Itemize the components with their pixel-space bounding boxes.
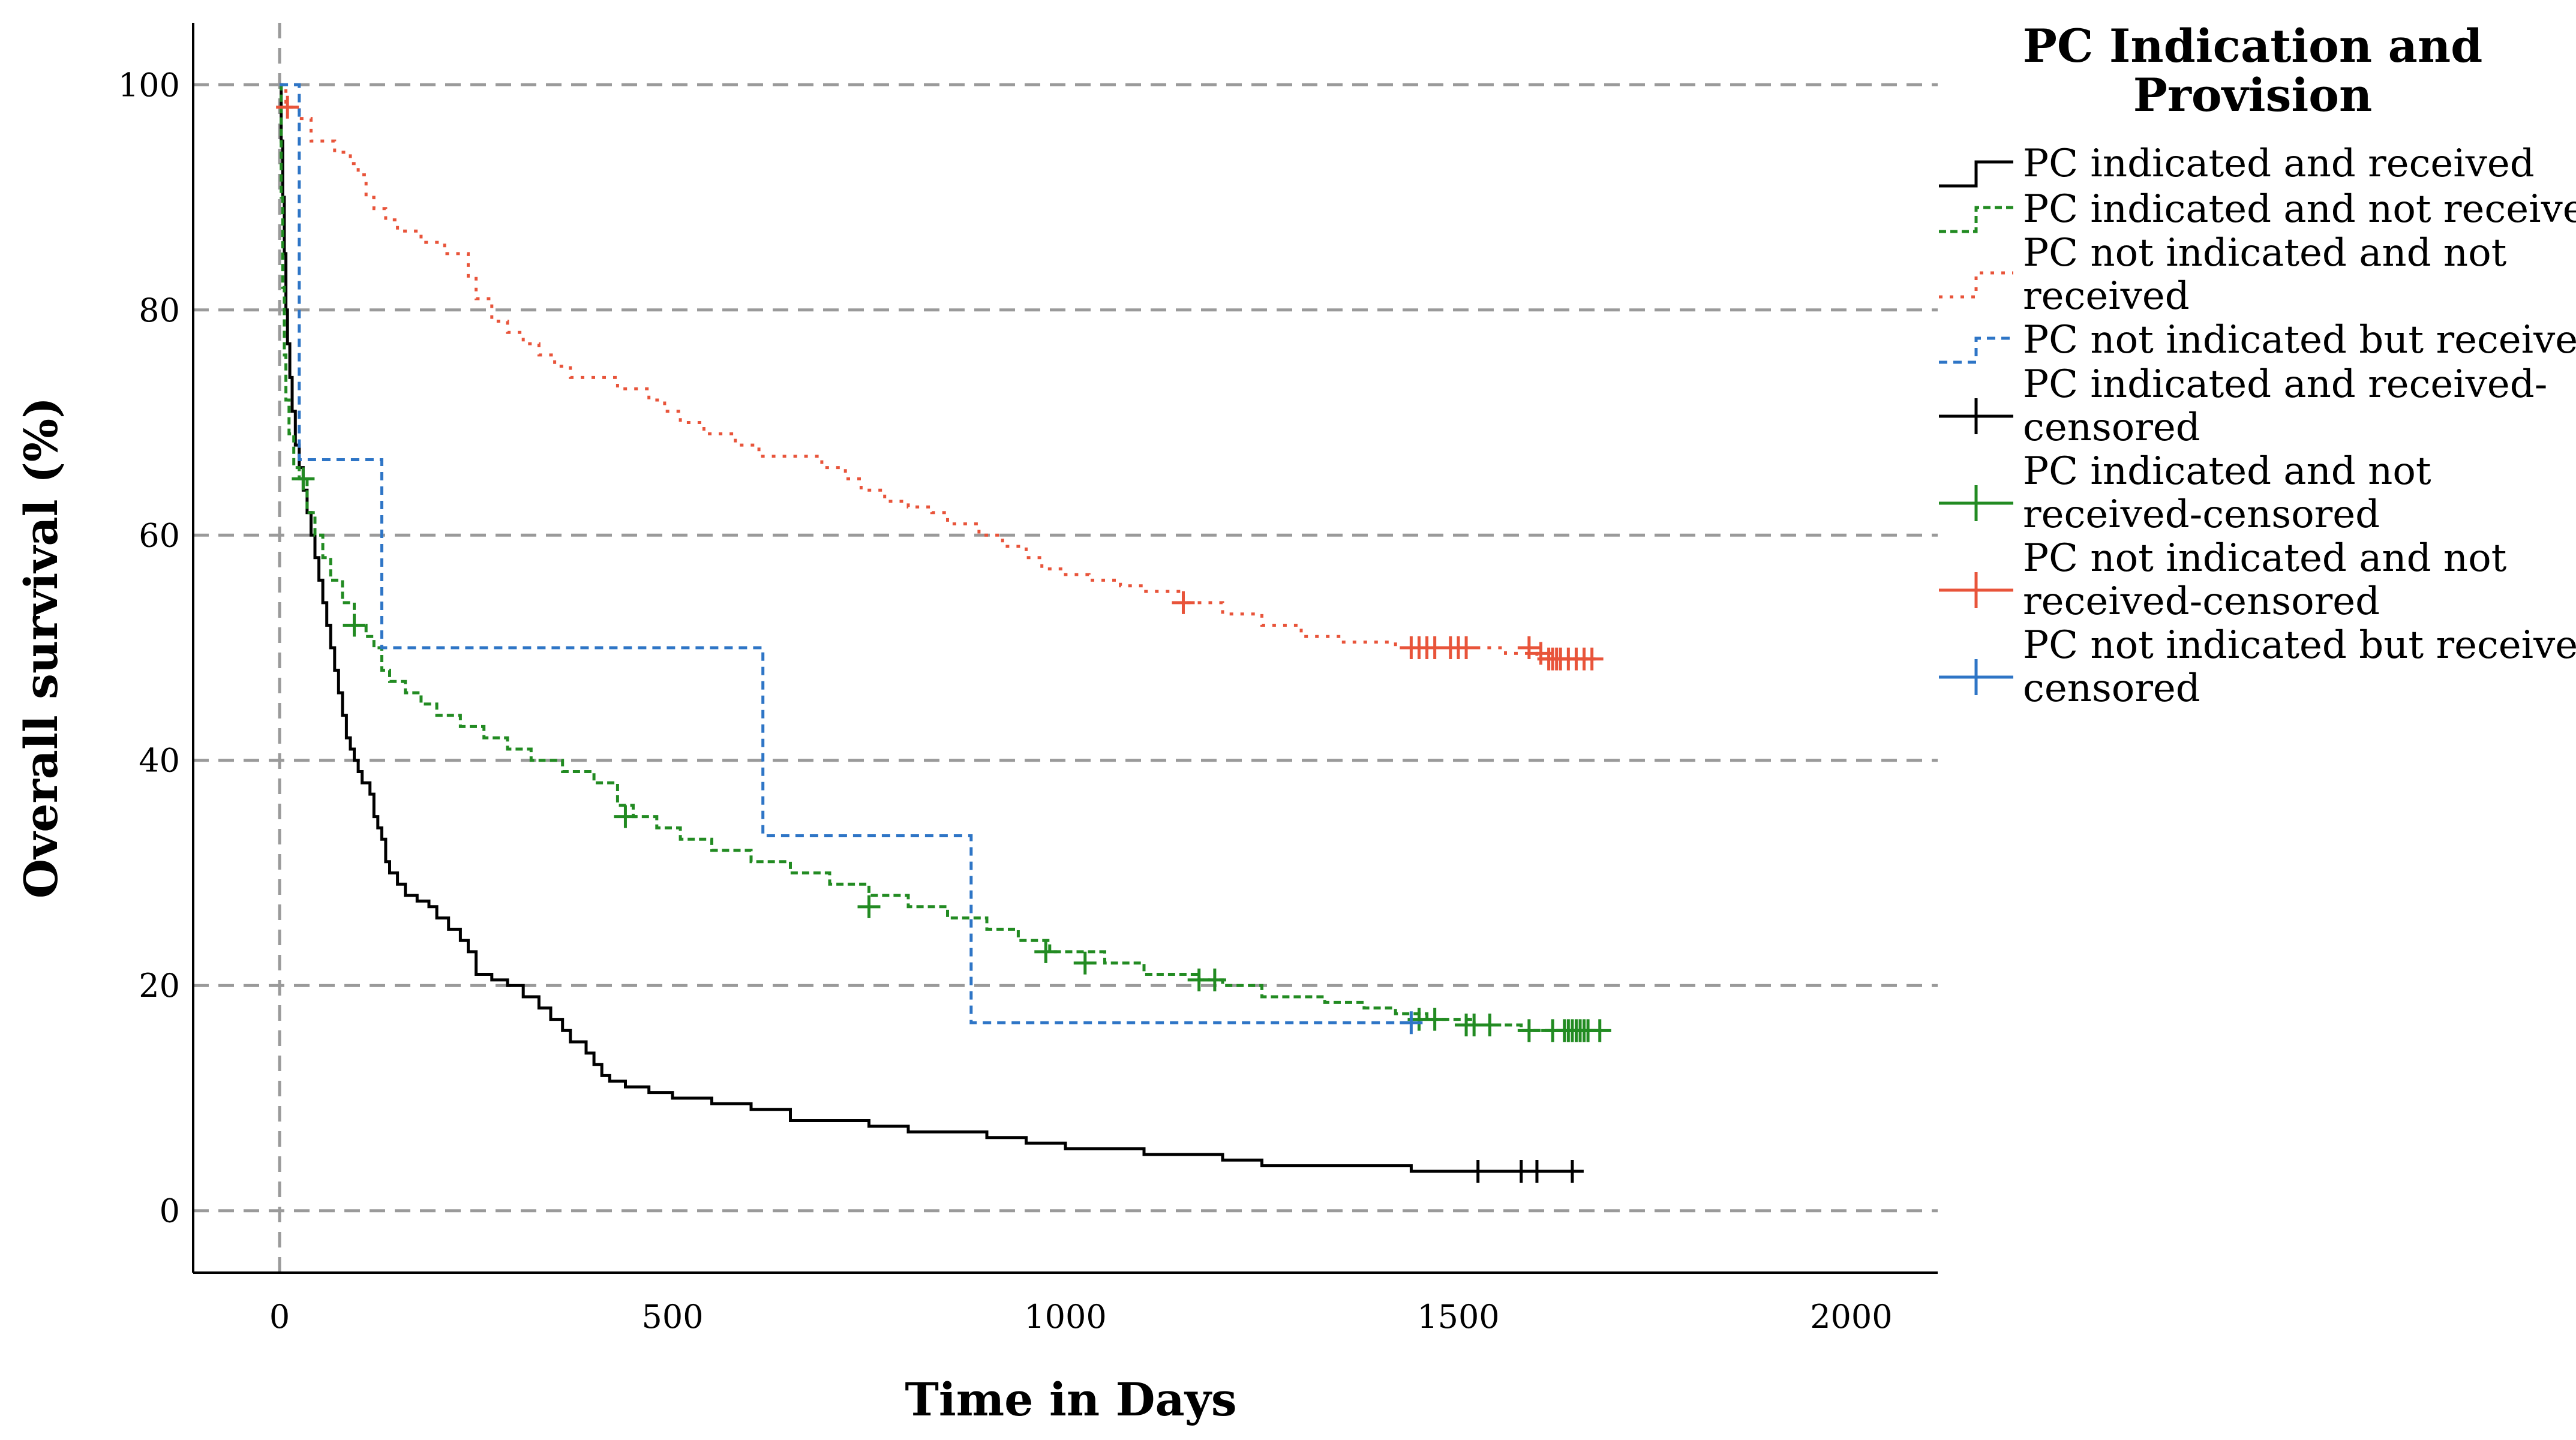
legend-swatch-line	[1939, 206, 2013, 233]
legend-entry-label: received	[2023, 274, 2190, 318]
x-tick-label: 2000	[1810, 1298, 1892, 1336]
x-tick-label: 1500	[1417, 1298, 1499, 1336]
censor-mark-3	[276, 95, 299, 119]
legend-swatch-censor	[1939, 659, 2013, 695]
censor-mark-1	[1560, 1160, 1584, 1183]
x-tick-label: 1000	[1024, 1298, 1106, 1336]
legend-swatch-censor	[1939, 485, 2013, 521]
x-tick-label: 500	[642, 1298, 704, 1336]
censor-mark-2	[614, 805, 637, 828]
censor-mark-2	[343, 614, 366, 637]
legend-entry-label: PC not indicated but received	[2023, 318, 2576, 362]
censor-mark-2	[1073, 951, 1097, 975]
axes	[192, 23, 1938, 1274]
legend-entry-label: censored	[2023, 405, 2200, 450]
y-tick-label: 80	[139, 291, 180, 329]
legend-entry-label: PC indicated and received-	[2023, 362, 2547, 407]
x-axis-title: Time in Days	[905, 1373, 1236, 1426]
survival-curve-2	[280, 83, 1600, 1032]
legend-swatch-line	[1939, 336, 2013, 364]
legend-swatch-line	[1939, 271, 2013, 299]
censor-mark-2	[292, 467, 315, 491]
legend-entry-label: PC indicated and received	[2023, 142, 2535, 186]
y-tick-label: 40	[139, 742, 180, 780]
legend-entry-label: received-censored	[2023, 579, 2380, 624]
y-tick-label: 20	[139, 967, 180, 1005]
legend-entry-label: censored	[2023, 666, 2200, 711]
survival-curves	[280, 83, 1600, 1173]
legend-entry-label: PC not indicated and not	[2023, 231, 2507, 275]
censor-mark-2	[1034, 940, 1058, 963]
censor-mark-2	[1423, 1008, 1446, 1031]
y-tick-label: 0	[160, 1192, 180, 1230]
censor-mark-2	[1203, 968, 1226, 991]
grid-lines	[193, 23, 1938, 1273]
censor-mark-3	[1172, 591, 1195, 614]
x-tick-label: 0	[269, 1298, 290, 1336]
censor-mark-2	[1478, 1013, 1502, 1036]
censor-mark-3	[1455, 636, 1478, 659]
censor-mark-2	[857, 895, 881, 918]
survival-curve-3	[280, 83, 1592, 661]
censor-mark-4	[1400, 1011, 1423, 1035]
legend-title: PC Indication and	[2023, 19, 2482, 73]
censor-mark-3	[1580, 647, 1604, 671]
y-axis-title: Overall survival (%)	[14, 397, 68, 898]
legend-entry-label: PC not indicated and not	[2023, 536, 2507, 581]
censor-marks	[276, 95, 1611, 1183]
legend-swatch-line	[1939, 160, 2013, 188]
censor-mark-1	[1466, 1160, 1490, 1183]
legend-entry-label: PC indicated and not received	[2023, 187, 2576, 232]
censor-mark-2	[1517, 1019, 1541, 1042]
legend-swatch-censor	[1939, 398, 2013, 434]
y-tick-label: 60	[139, 516, 180, 554]
censor-mark-3	[1517, 636, 1541, 659]
censor-mark-1	[1525, 1160, 1548, 1183]
legend-swatch-censor	[1939, 572, 2013, 608]
legend-entry-label: PC indicated and not	[2023, 449, 2431, 494]
legend-title: Provision	[2133, 68, 2373, 122]
censor-mark-2	[1588, 1019, 1611, 1042]
legend-entry-label: PC not indicated but received-	[2023, 623, 2576, 668]
y-tick-label: 100	[118, 66, 180, 104]
survival-curve-4	[280, 83, 1412, 1024]
legend-entry-label: received-censored	[2023, 492, 2380, 537]
